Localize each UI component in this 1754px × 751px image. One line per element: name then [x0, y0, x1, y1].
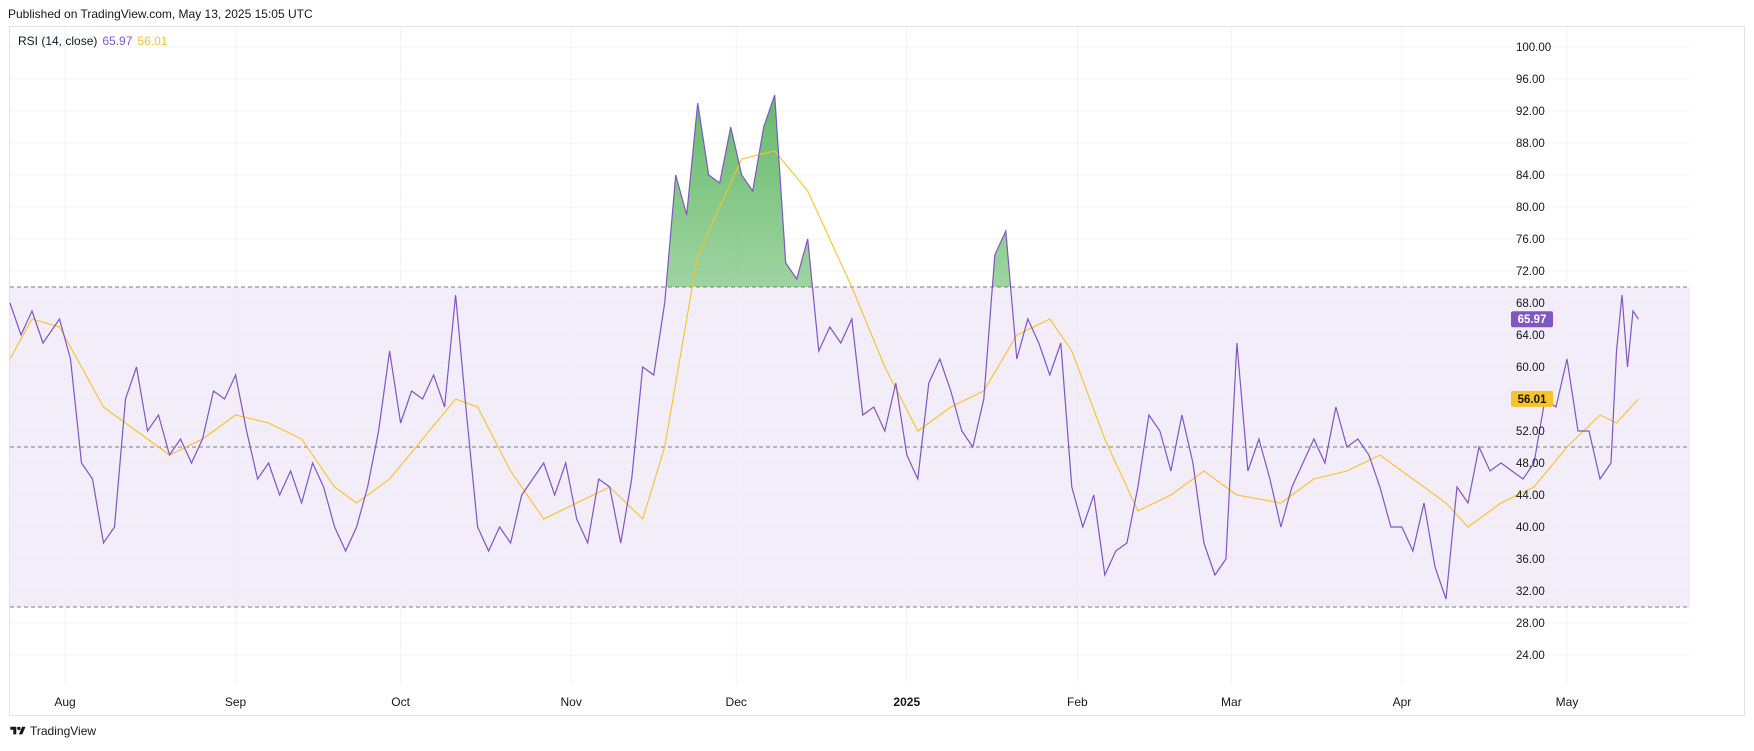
x-tick-label: 2025	[893, 695, 920, 709]
rsi-last-value-badge	[1511, 311, 1553, 328]
y-tick-label: 32.00	[1516, 586, 1545, 598]
y-tick-label: 24.00	[1516, 650, 1545, 662]
x-tick-label: Feb	[1067, 695, 1088, 709]
y-tick-label: 60.00	[1516, 362, 1545, 374]
price-badges: 65.97 56.01	[1511, 311, 1553, 407]
x-tick-label: May	[1556, 695, 1579, 709]
rsi-series-line	[9, 94, 1639, 600]
y-tick-label: 92.00	[1516, 106, 1545, 118]
published-header: Published on TradingView.com, May 13, 20…	[8, 7, 313, 21]
y-tick-label: 76.00	[1516, 234, 1545, 246]
y-tick-label: 100.00	[1516, 42, 1551, 54]
y-tick-label: 72.00	[1516, 266, 1545, 278]
y-tick-label: 52.00	[1516, 426, 1545, 438]
ma-legend-value: 56.01	[137, 34, 168, 48]
x-tick-label: Oct	[391, 695, 410, 709]
x-tick-label: Mar	[1221, 695, 1242, 709]
y-tick-label: 48.00	[1516, 458, 1545, 470]
x-tick-label: Dec	[726, 695, 747, 709]
x-tick-label: Apr	[1393, 695, 1412, 709]
y-tick-label: 28.00	[1516, 618, 1545, 630]
x-tick-label: Sep	[225, 695, 247, 709]
y-tick-label: 80.00	[1516, 202, 1545, 214]
ma-series-line	[9, 150, 1639, 528]
rsi-last-value-text: 65.97	[1518, 314, 1547, 326]
y-tick-label: 96.00	[1516, 74, 1545, 86]
chart-pane[interactable]	[9, 26, 1745, 716]
indicator-name: RSI (14, close)	[18, 34, 98, 48]
brand-label: TradingView	[30, 724, 97, 738]
y-tick-label: 88.00	[1516, 138, 1545, 150]
x-tick-label: Nov	[560, 695, 581, 709]
y-tick-label: 40.00	[1516, 522, 1545, 534]
indicator-legend[interactable]: RSI (14, close) 65.97 56.01	[18, 34, 167, 48]
y-tick-label: 36.00	[1516, 554, 1545, 566]
ma-last-value-text: 56.01	[1518, 394, 1547, 406]
x-tick-label: Aug	[54, 695, 75, 709]
ma-last-value-badge	[1511, 390, 1553, 407]
footer-brand: TradingView	[10, 724, 96, 738]
tradingview-logo-icon	[10, 726, 26, 735]
y-tick-label: 84.00	[1516, 170, 1545, 182]
y-tick-label: 44.00	[1516, 490, 1545, 502]
y-tick-label: 64.00	[1516, 330, 1545, 342]
rsi-legend-value: 65.97	[102, 34, 133, 48]
y-tick-label: 68.00	[1516, 298, 1545, 310]
x-axis: Aug Sep Oct Nov Dec 2025 Feb Mar Apr May	[54, 695, 1578, 709]
